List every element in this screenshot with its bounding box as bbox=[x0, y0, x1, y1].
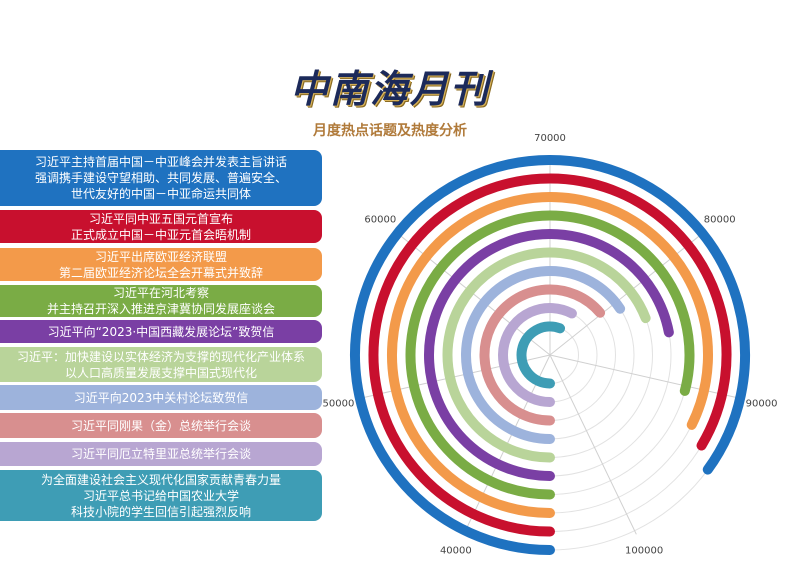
category-label: 习近平向2023中关村论坛致贺信 bbox=[0, 385, 322, 410]
category-label: 习近平同厄立特里亚总统举行会谈 bbox=[0, 442, 322, 466]
grid-spoke bbox=[549, 354, 745, 400]
radial-bar bbox=[461, 266, 626, 444]
category-label: 习近平出席欧亚经济联盟 第二届欧亚经济论坛全会开幕式并致辞 bbox=[0, 248, 322, 281]
radial-bar bbox=[479, 284, 606, 426]
category-label: 为全面建设社会主义现代化国家贡献青春力量 习近平总书记给中国农业大学 科技小院的… bbox=[0, 470, 322, 521]
chart-title: 中南海月刊 bbox=[289, 67, 490, 111]
category-label: 习近平：加快建设以实体经济为支撑的现代化产业体系 以人口高质量发展支撑中国式现代… bbox=[0, 347, 322, 382]
category-label: 习近平同中亚五国元首宣布 正式成立中国－中亚元首会晤机制 bbox=[0, 210, 322, 243]
radial-bar bbox=[350, 155, 750, 555]
category-label: 习近平向“2023·中国西藏发展论坛”致贺信 bbox=[0, 320, 322, 343]
radial-bar bbox=[498, 303, 577, 407]
angle-tick-label: 50000 bbox=[323, 398, 355, 409]
angle-tick-label: 100000 bbox=[625, 546, 663, 557]
radial-bar bbox=[387, 192, 713, 518]
chart-subtitle: 月度热点话题及热度分析 bbox=[313, 123, 467, 139]
angle-tick-label: 80000 bbox=[704, 215, 736, 226]
angle-tick-label: 60000 bbox=[364, 215, 396, 226]
category-label: 习近平同刚果（金）总统举行会谈 bbox=[0, 413, 322, 438]
grid-spoke bbox=[549, 354, 637, 535]
radial-bar bbox=[368, 173, 732, 537]
radial-bar bbox=[442, 247, 651, 463]
category-label: 习近平主持首届中国－中亚峰会并发表主旨讲话 强调携手建设守望相助、共同发展、普遍… bbox=[0, 150, 322, 206]
radial-bar bbox=[405, 210, 695, 500]
category-label: 习近平在河北考察 并主持召开深入推进京津冀协同发展座谈会 bbox=[0, 285, 322, 317]
radial-bar bbox=[424, 229, 674, 481]
angle-tick-label: 70000 bbox=[534, 133, 566, 144]
radial-bar bbox=[516, 321, 566, 389]
angle-tick-label: 40000 bbox=[440, 546, 472, 557]
angle-tick-label: 90000 bbox=[746, 398, 778, 409]
